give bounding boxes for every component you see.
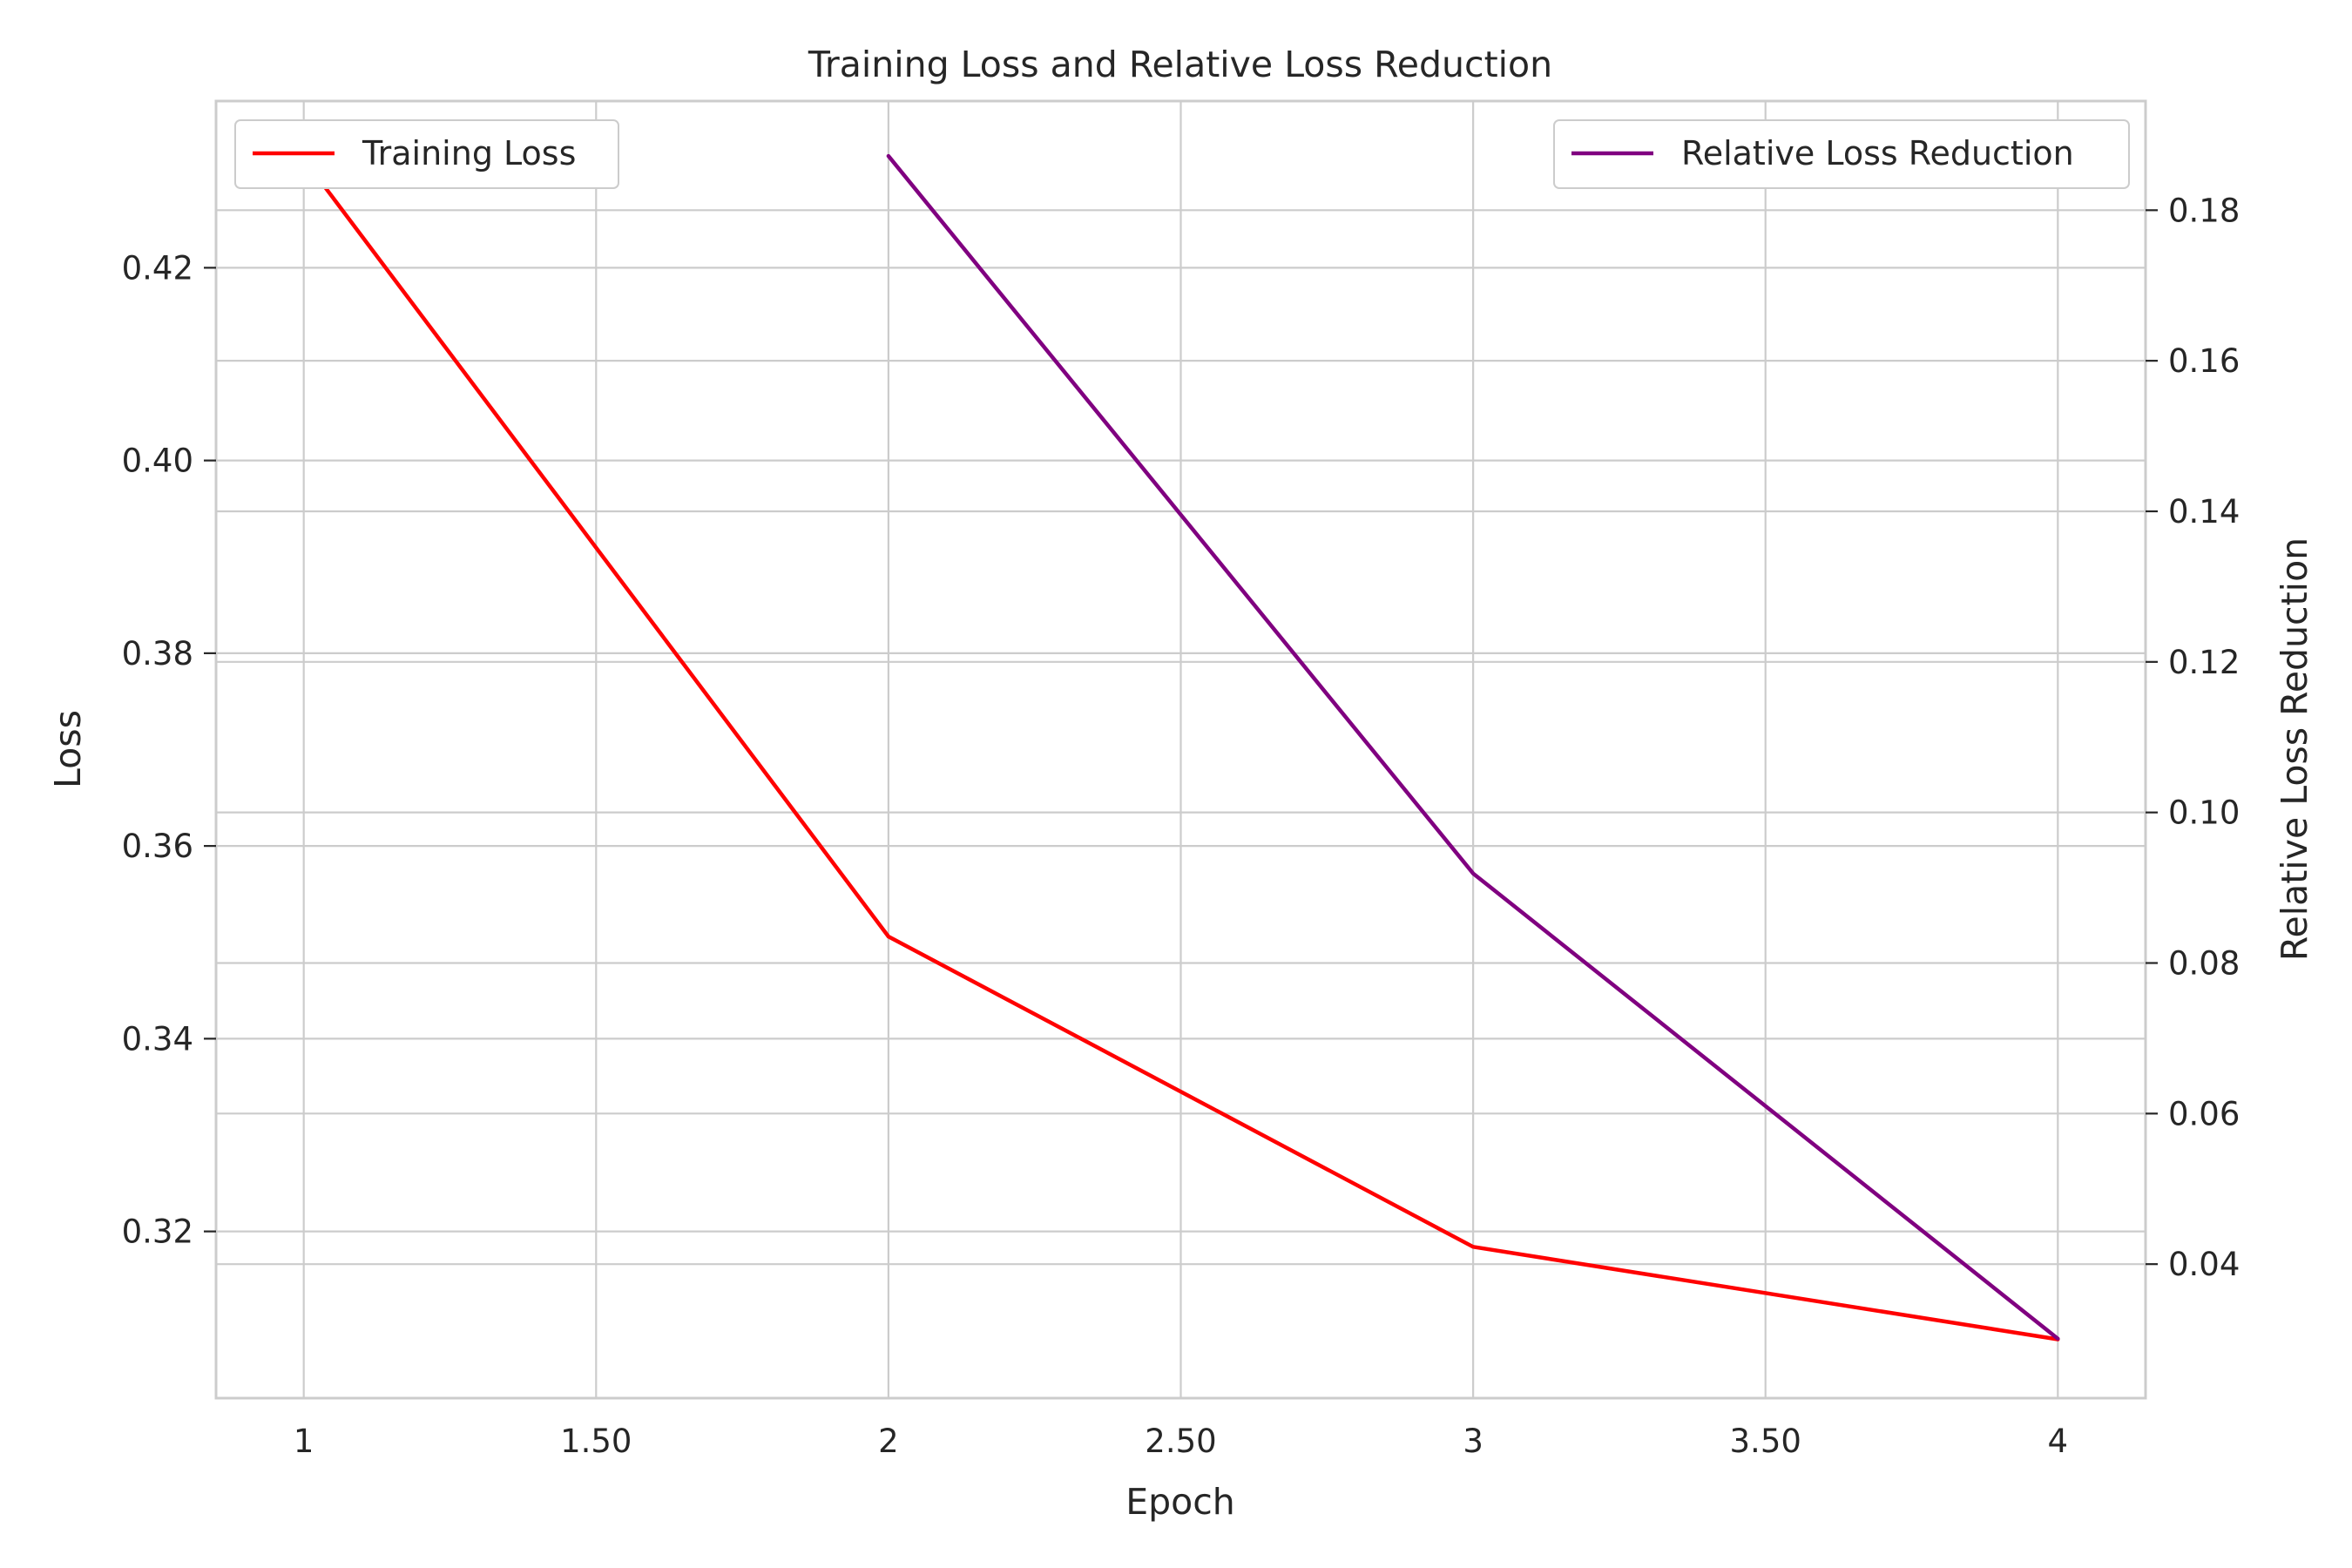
x-tick-label: 1 bbox=[294, 1423, 314, 1460]
y-right-tick-label: 0.18 bbox=[2168, 192, 2240, 229]
y-right-tick-label: 0.06 bbox=[2168, 1095, 2240, 1132]
x-tick-label: 2 bbox=[878, 1423, 899, 1460]
y-left-tick-label: 0.32 bbox=[122, 1213, 193, 1251]
y-right-tick-label: 0.04 bbox=[2168, 1246, 2240, 1283]
series-line-training-loss bbox=[301, 157, 2060, 1342]
y-right-tick-label: 0.12 bbox=[2168, 644, 2240, 681]
y-left-tick-label: 0.42 bbox=[122, 249, 193, 287]
x-axis-label: Epoch bbox=[1125, 1481, 1235, 1523]
y-right-tick-label: 0.08 bbox=[2168, 944, 2240, 982]
x-tick-label: 3.50 bbox=[1730, 1423, 1801, 1460]
x-tick-label: 3 bbox=[1463, 1423, 1484, 1460]
y-right-tick-label: 0.14 bbox=[2168, 493, 2240, 531]
legend-box-right bbox=[1553, 119, 2130, 189]
y-right-tick-label: 0.10 bbox=[2168, 794, 2240, 832]
grid-lines bbox=[216, 101, 2146, 1398]
y-left-tick-label: 0.36 bbox=[122, 828, 193, 865]
legend-label-relative-loss-reduction: Relative Loss Reduction bbox=[1681, 134, 2074, 172]
y-right-tick-label: 0.16 bbox=[2168, 342, 2240, 380]
y-axis-label-left: Loss bbox=[47, 710, 89, 788]
x-tick-label: 2.50 bbox=[1145, 1423, 1216, 1460]
plot-frame bbox=[214, 99, 2147, 1400]
ticks: 1 1.50 2 2.50 3 3.50 4 0.32 0.34 0.36 0.38 0.40 0.42… bbox=[122, 192, 2240, 1460]
x-tick-label: 4 bbox=[2048, 1423, 2069, 1460]
y-left-tick-label: 0.38 bbox=[122, 635, 193, 672]
legend-training-loss: Training Loss bbox=[234, 119, 619, 189]
x-tick-label: 1.50 bbox=[560, 1423, 632, 1460]
legend-label-training-loss: Training Loss bbox=[362, 134, 576, 172]
series-lines bbox=[301, 153, 2060, 1342]
y-left-tick-label: 0.40 bbox=[122, 443, 193, 480]
y-left-tick-label: 0.34 bbox=[122, 1020, 193, 1058]
chart-title: Training Loss and Relative Loss Reductio… bbox=[808, 44, 1552, 85]
y-axis-label-right: Relative Loss Reduction bbox=[2274, 537, 2315, 961]
legend-box-left bbox=[234, 119, 619, 189]
series-line-relative-loss-reduction bbox=[886, 153, 2060, 1341]
legend-relative-loss-reduction: Relative Loss Reduction bbox=[1553, 119, 2130, 189]
